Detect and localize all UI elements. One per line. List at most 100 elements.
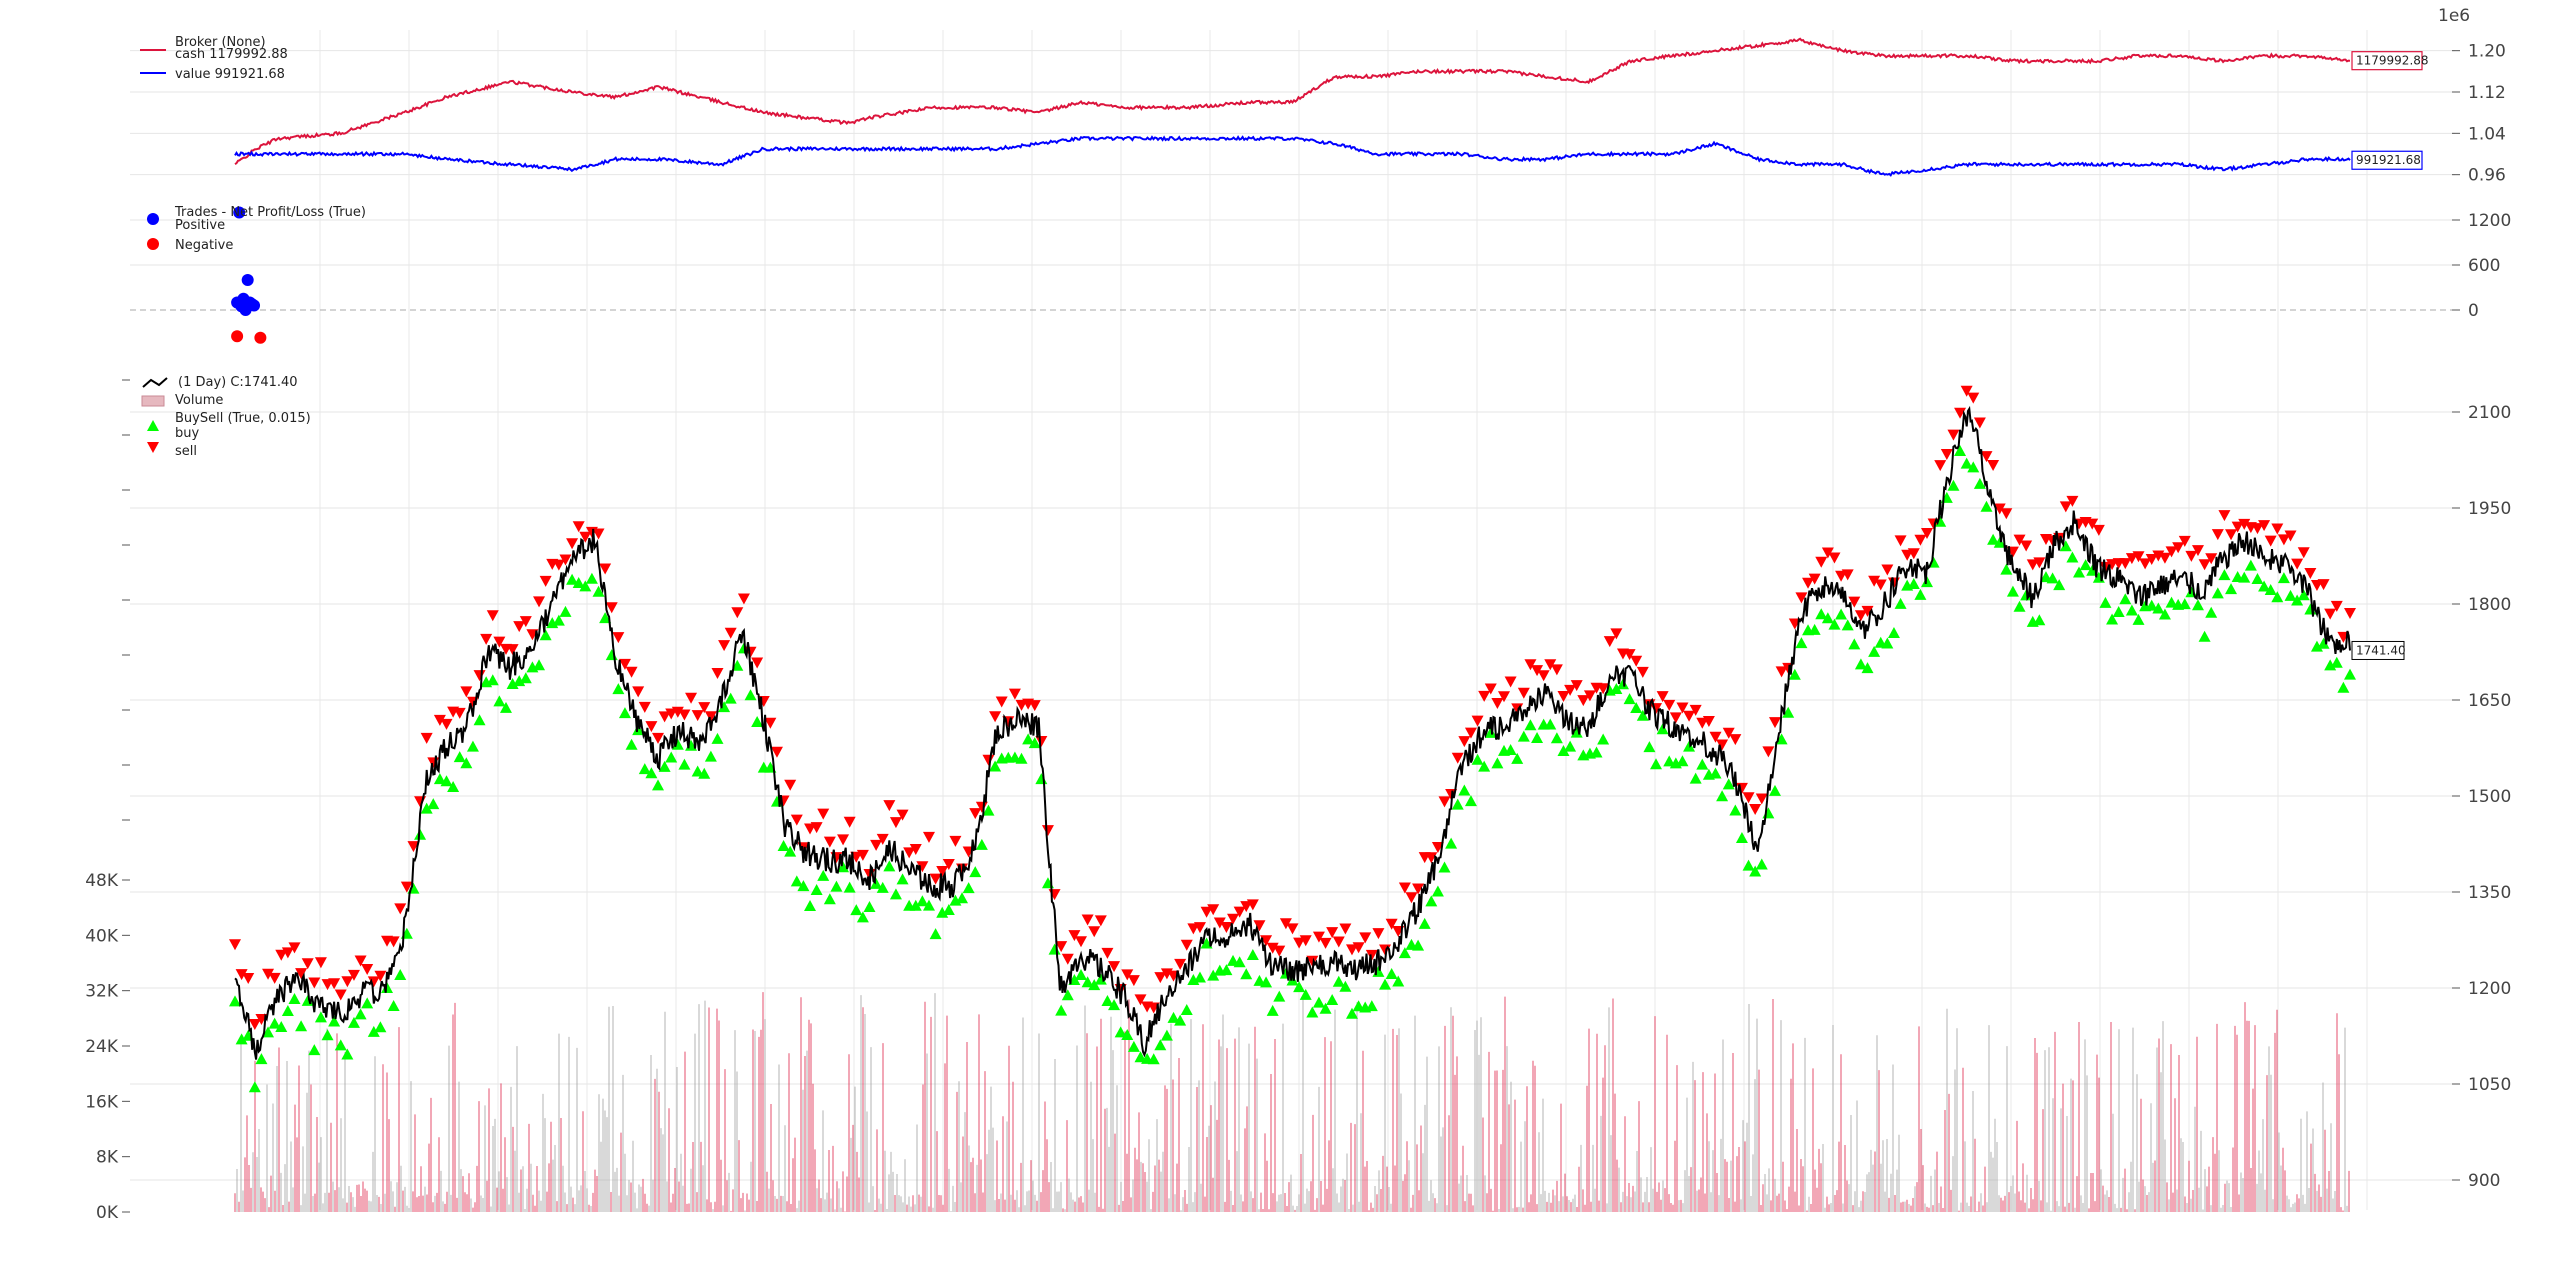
legend-close-label: (1 Day) C:1741.40 (178, 375, 298, 390)
buy-marker (1193, 971, 1206, 983)
buy-marker (2053, 579, 2066, 591)
trades-legend-title: Trades - Net Profit/Loss (True) (174, 205, 366, 220)
buy-marker (1035, 773, 1048, 785)
buy-marker (1061, 989, 1074, 1001)
sell-marker (2330, 600, 2343, 612)
sell-marker (1008, 688, 1021, 700)
buy-marker (599, 612, 612, 624)
buy-marker (447, 781, 460, 793)
sell-marker (658, 711, 671, 723)
broker-ytick-label: 1.04 (2468, 124, 2506, 144)
sell-marker (2172, 542, 2185, 554)
sell-markers (229, 385, 2356, 1030)
buy-marker (533, 659, 546, 671)
buy-marker (473, 714, 486, 726)
buy-marker (1788, 668, 1801, 680)
sell-marker (1055, 941, 1068, 953)
sell-marker (1881, 564, 1894, 576)
sell-marker (691, 710, 704, 722)
buy-marker (1861, 662, 1874, 674)
buy-marker (2033, 614, 2046, 626)
buy-marker (711, 732, 724, 744)
buy-marker (2330, 656, 2343, 668)
broker-ytick-label: 1.12 (2468, 83, 2506, 103)
sell-marker (2324, 608, 2337, 620)
buy-marker (552, 614, 565, 626)
sell-marker (1676, 702, 1689, 714)
sell-marker (1854, 610, 1867, 622)
broker-gridlines (130, 30, 2455, 1210)
buy-marker (612, 683, 625, 695)
buy-marker (1174, 1014, 1187, 1026)
sell-marker (1385, 918, 1398, 930)
sell-marker (460, 686, 473, 698)
buy-marker (810, 883, 823, 895)
trades-yticks: 1200 600 0 (2452, 211, 2511, 321)
sell-marker (632, 686, 645, 698)
buy-marker (1650, 758, 1663, 770)
buy-marker (1425, 895, 1438, 907)
sell-marker (2132, 551, 2145, 563)
buy-marker (1438, 861, 1451, 873)
price-last-value-tag: 1741.40 (2351, 640, 2406, 660)
buy-marker (1392, 975, 1405, 987)
price-ytick-label: 2100 (2468, 403, 2511, 423)
sell-marker (2165, 546, 2178, 558)
sell-marker (347, 969, 360, 981)
buy-marker (704, 750, 717, 762)
sell-marker (1484, 683, 1497, 695)
buy-marker (1094, 973, 1107, 985)
buy-marker (2238, 571, 2251, 583)
sell-marker (969, 808, 982, 820)
sell-marker (1828, 552, 1841, 564)
buy-marker (361, 997, 374, 1009)
buy-marker (229, 995, 241, 1007)
buy-marker (2297, 589, 2310, 601)
sell-marker (1669, 712, 1682, 724)
buy-marker (883, 860, 896, 872)
buy-marker (1795, 637, 1808, 649)
buy-marker (1345, 1007, 1358, 1019)
price-ytick-label: 900 (2468, 1171, 2500, 1191)
buy-marker (1749, 865, 1762, 877)
buy-marker (1240, 968, 1253, 980)
buy-marker (2244, 559, 2257, 571)
price-ytick-label: 1500 (2468, 787, 2511, 807)
sell-marker (2284, 530, 2297, 542)
buy-marker (1610, 682, 1623, 694)
buy-marker (804, 899, 817, 911)
sell-marker (1266, 942, 1279, 954)
sell-marker (618, 658, 631, 670)
buy-marker (275, 1021, 288, 1033)
sell-marker (552, 559, 565, 571)
buy-marker (519, 672, 532, 684)
sell-marker (1557, 691, 1570, 703)
sell-marker (1696, 717, 1709, 729)
sell-marker (1088, 926, 1101, 938)
buy-marker (1160, 1029, 1173, 1041)
sell-marker (2066, 495, 2079, 507)
sell-marker (387, 936, 400, 948)
price-value-tag: 1741.40 (2356, 643, 2406, 657)
trades-points (231, 206, 267, 344)
sell-marker (1841, 569, 1854, 581)
buy-marker (1299, 988, 1312, 1000)
buy-marker (2317, 637, 2330, 649)
sell-marker (275, 949, 288, 961)
positive-trade-point (233, 206, 246, 219)
price-gridlines (130, 411, 2455, 1181)
sell-marker (1775, 666, 1788, 678)
buy-marker (1293, 981, 1306, 993)
buy-marker (387, 999, 400, 1011)
buy-marker (585, 572, 598, 584)
buy-marker (466, 740, 479, 752)
buy-marker (2178, 598, 2191, 610)
buy-marker (1306, 1006, 1319, 1018)
sell-marker (2271, 523, 2284, 535)
buy-marker (453, 751, 466, 763)
sell-marker (1134, 994, 1147, 1006)
buy-marker (1973, 477, 1986, 489)
sell-marker (2020, 540, 2033, 552)
sell-marker (731, 607, 744, 619)
buy-marker (367, 1025, 380, 1037)
